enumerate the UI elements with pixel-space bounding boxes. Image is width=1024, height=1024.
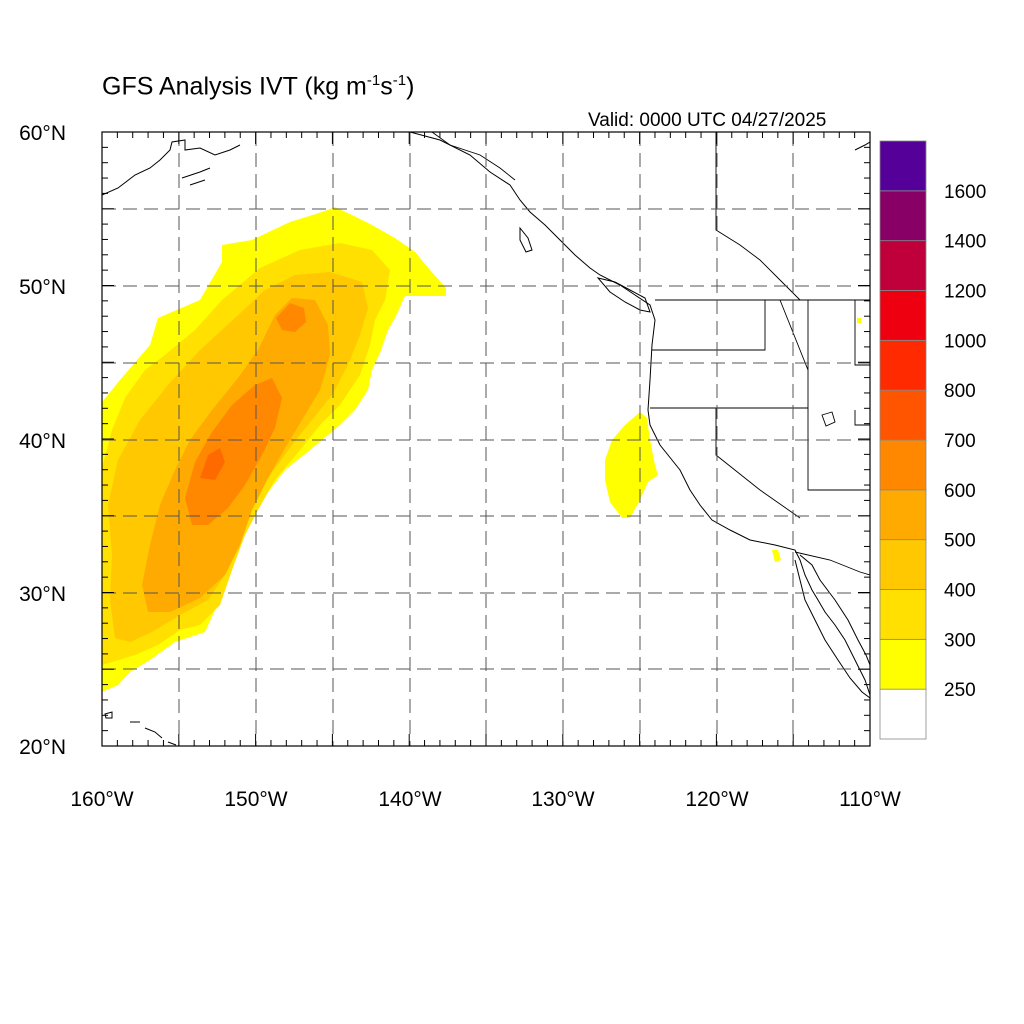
ivt-contour-600-north — [276, 303, 306, 332]
bc-alberta-border — [715, 132, 801, 301]
colorbar-swatch — [879, 688, 927, 740]
alaska-canada-border — [431, 132, 516, 181]
colorbar-swatch — [879, 589, 927, 640]
ivt-contour-600 — [185, 378, 282, 525]
ivt-blob-california — [605, 412, 658, 518]
colorbar-swatch — [879, 190, 927, 242]
hawaii — [104, 711, 177, 746]
map-title: GFS Analysis IVT (kg m-1s-1) — [102, 72, 415, 101]
us-state-nv-az-ut — [807, 408, 870, 491]
ivt-contour-700 — [200, 448, 225, 480]
colorbar-label: 400 — [944, 581, 976, 602]
us-state-wa-or — [652, 300, 766, 351]
ivt-speck-socal — [772, 550, 781, 562]
lat-tick-label: 60°N — [19, 122, 66, 145]
colorbar-swatch — [879, 638, 927, 690]
colorbar-label: 600 — [944, 481, 976, 502]
colorbar: 250 300 400 500 600 700 800 1000 1200 1400 1600 — [879, 140, 986, 740]
colorbar-label: 700 — [944, 431, 976, 452]
valid-time-label: Valid: 0000 UTC 04/27/2025 — [588, 110, 827, 131]
lon-tick-label: 110°W — [839, 788, 901, 811]
coastlines-layer — [102, 132, 870, 746]
baja-coastline — [794, 559, 870, 699]
lat-tick-label: 40°N — [19, 430, 66, 453]
haida-gwaii — [519, 226, 533, 253]
us-state-nv-ca — [715, 408, 801, 519]
colorbar-label: 300 — [944, 630, 976, 651]
lon-tick-label: 140°W — [378, 788, 441, 811]
colorbar-swatch — [879, 439, 927, 491]
lon-tick-label: 150°W — [224, 788, 287, 811]
colorbar-label: 1000 — [944, 331, 986, 352]
lat-tick-labels: 20°N 30°N 40°N 50°N 60°N — [19, 122, 66, 759]
colorbar-label: 500 — [944, 531, 976, 552]
colorbar-label: 1200 — [944, 282, 986, 303]
lon-tick-label: 160°W — [70, 788, 133, 811]
colorbar-swatch — [879, 240, 927, 291]
colorbar-label: 1400 — [944, 232, 986, 253]
colorbar-label: 800 — [944, 381, 976, 402]
us-state-id-mt — [779, 299, 870, 371]
lat-tick-label: 50°N — [19, 276, 66, 299]
lon-tick-labels: 160°W 150°W 140°W 130°W 120°W 110°W — [70, 788, 901, 811]
us-mexico-border — [794, 551, 870, 576]
colorbar-swatch — [879, 389, 927, 441]
hudson-bay-corner — [854, 141, 870, 151]
ivt-plume-layer — [102, 207, 861, 692]
alaska-coastline — [102, 139, 241, 196]
us-state-or-ca-nv-id — [650, 300, 809, 409]
us-state-wy-ut — [854, 410, 870, 426]
colorbar-swatch — [879, 539, 927, 590]
colorbar-label: 1600 — [944, 182, 986, 203]
nw-coastline — [409, 132, 870, 696]
axis-ticks — [101, 131, 871, 747]
political-boundaries-layer — [431, 132, 870, 576]
colorbar-label: 250 — [944, 680, 976, 701]
graticule-layer — [102, 132, 870, 746]
lon-tick-label: 130°W — [531, 788, 594, 811]
lat-tick-label: 20°N — [19, 736, 66, 759]
alaska-islands — [181, 167, 211, 186]
colorbar-swatch — [879, 339, 927, 391]
ivt-speck-montana — [857, 318, 861, 323]
great-salt-lake — [821, 411, 836, 427]
vancouver-island — [596, 277, 651, 313]
baja-east-coast — [799, 554, 870, 666]
colorbar-swatch — [879, 489, 927, 541]
colorbar-swatch — [879, 290, 927, 341]
lon-tick-label: 120°W — [685, 788, 748, 811]
lat-tick-label: 30°N — [19, 583, 66, 606]
colorbar-swatch — [879, 140, 927, 192]
